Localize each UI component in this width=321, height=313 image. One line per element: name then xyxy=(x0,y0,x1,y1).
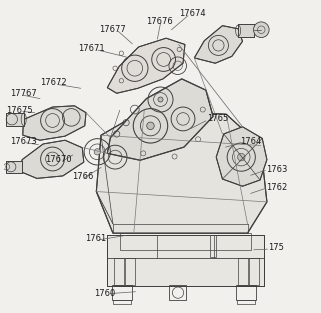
Polygon shape xyxy=(96,110,267,233)
Bar xyxy=(238,24,255,37)
Text: 17767: 17767 xyxy=(10,90,36,98)
Text: 17674: 17674 xyxy=(179,9,205,18)
Circle shape xyxy=(147,122,154,130)
Text: 17676: 17676 xyxy=(146,18,173,26)
Polygon shape xyxy=(216,127,267,186)
Bar xyxy=(113,300,131,304)
Polygon shape xyxy=(107,38,185,93)
Bar xyxy=(107,235,264,286)
Bar xyxy=(126,258,135,285)
Polygon shape xyxy=(194,26,242,63)
Bar xyxy=(5,161,22,173)
Text: 1763: 1763 xyxy=(266,165,288,173)
Bar xyxy=(169,285,187,300)
Bar xyxy=(120,233,251,250)
Text: 17673: 17673 xyxy=(10,137,36,146)
Text: 17675: 17675 xyxy=(6,106,33,115)
Text: 1760: 1760 xyxy=(94,289,115,298)
Bar xyxy=(107,235,264,286)
Text: 1765: 1765 xyxy=(207,115,228,123)
Polygon shape xyxy=(23,106,86,140)
Bar xyxy=(237,300,255,304)
Circle shape xyxy=(254,22,269,38)
Circle shape xyxy=(158,97,163,102)
Text: 1761: 1761 xyxy=(85,234,106,243)
Bar xyxy=(236,285,256,300)
Bar xyxy=(5,113,24,126)
Text: 17672: 17672 xyxy=(40,79,67,87)
Bar xyxy=(5,113,24,126)
Text: 17670: 17670 xyxy=(45,155,71,164)
Polygon shape xyxy=(107,79,213,160)
Bar xyxy=(112,285,132,300)
Text: 1764: 1764 xyxy=(240,137,262,146)
Text: 1766: 1766 xyxy=(72,172,94,181)
Text: 17671: 17671 xyxy=(79,44,105,53)
Text: 1762: 1762 xyxy=(266,183,288,192)
Text: 17677: 17677 xyxy=(100,25,126,34)
Bar xyxy=(5,161,22,173)
Bar xyxy=(210,235,216,257)
Text: 175: 175 xyxy=(268,244,284,252)
Circle shape xyxy=(238,153,245,161)
Bar xyxy=(114,258,124,285)
Bar xyxy=(249,258,259,285)
Polygon shape xyxy=(20,140,84,178)
Bar xyxy=(238,24,255,37)
Bar xyxy=(238,258,247,285)
Circle shape xyxy=(94,149,100,155)
